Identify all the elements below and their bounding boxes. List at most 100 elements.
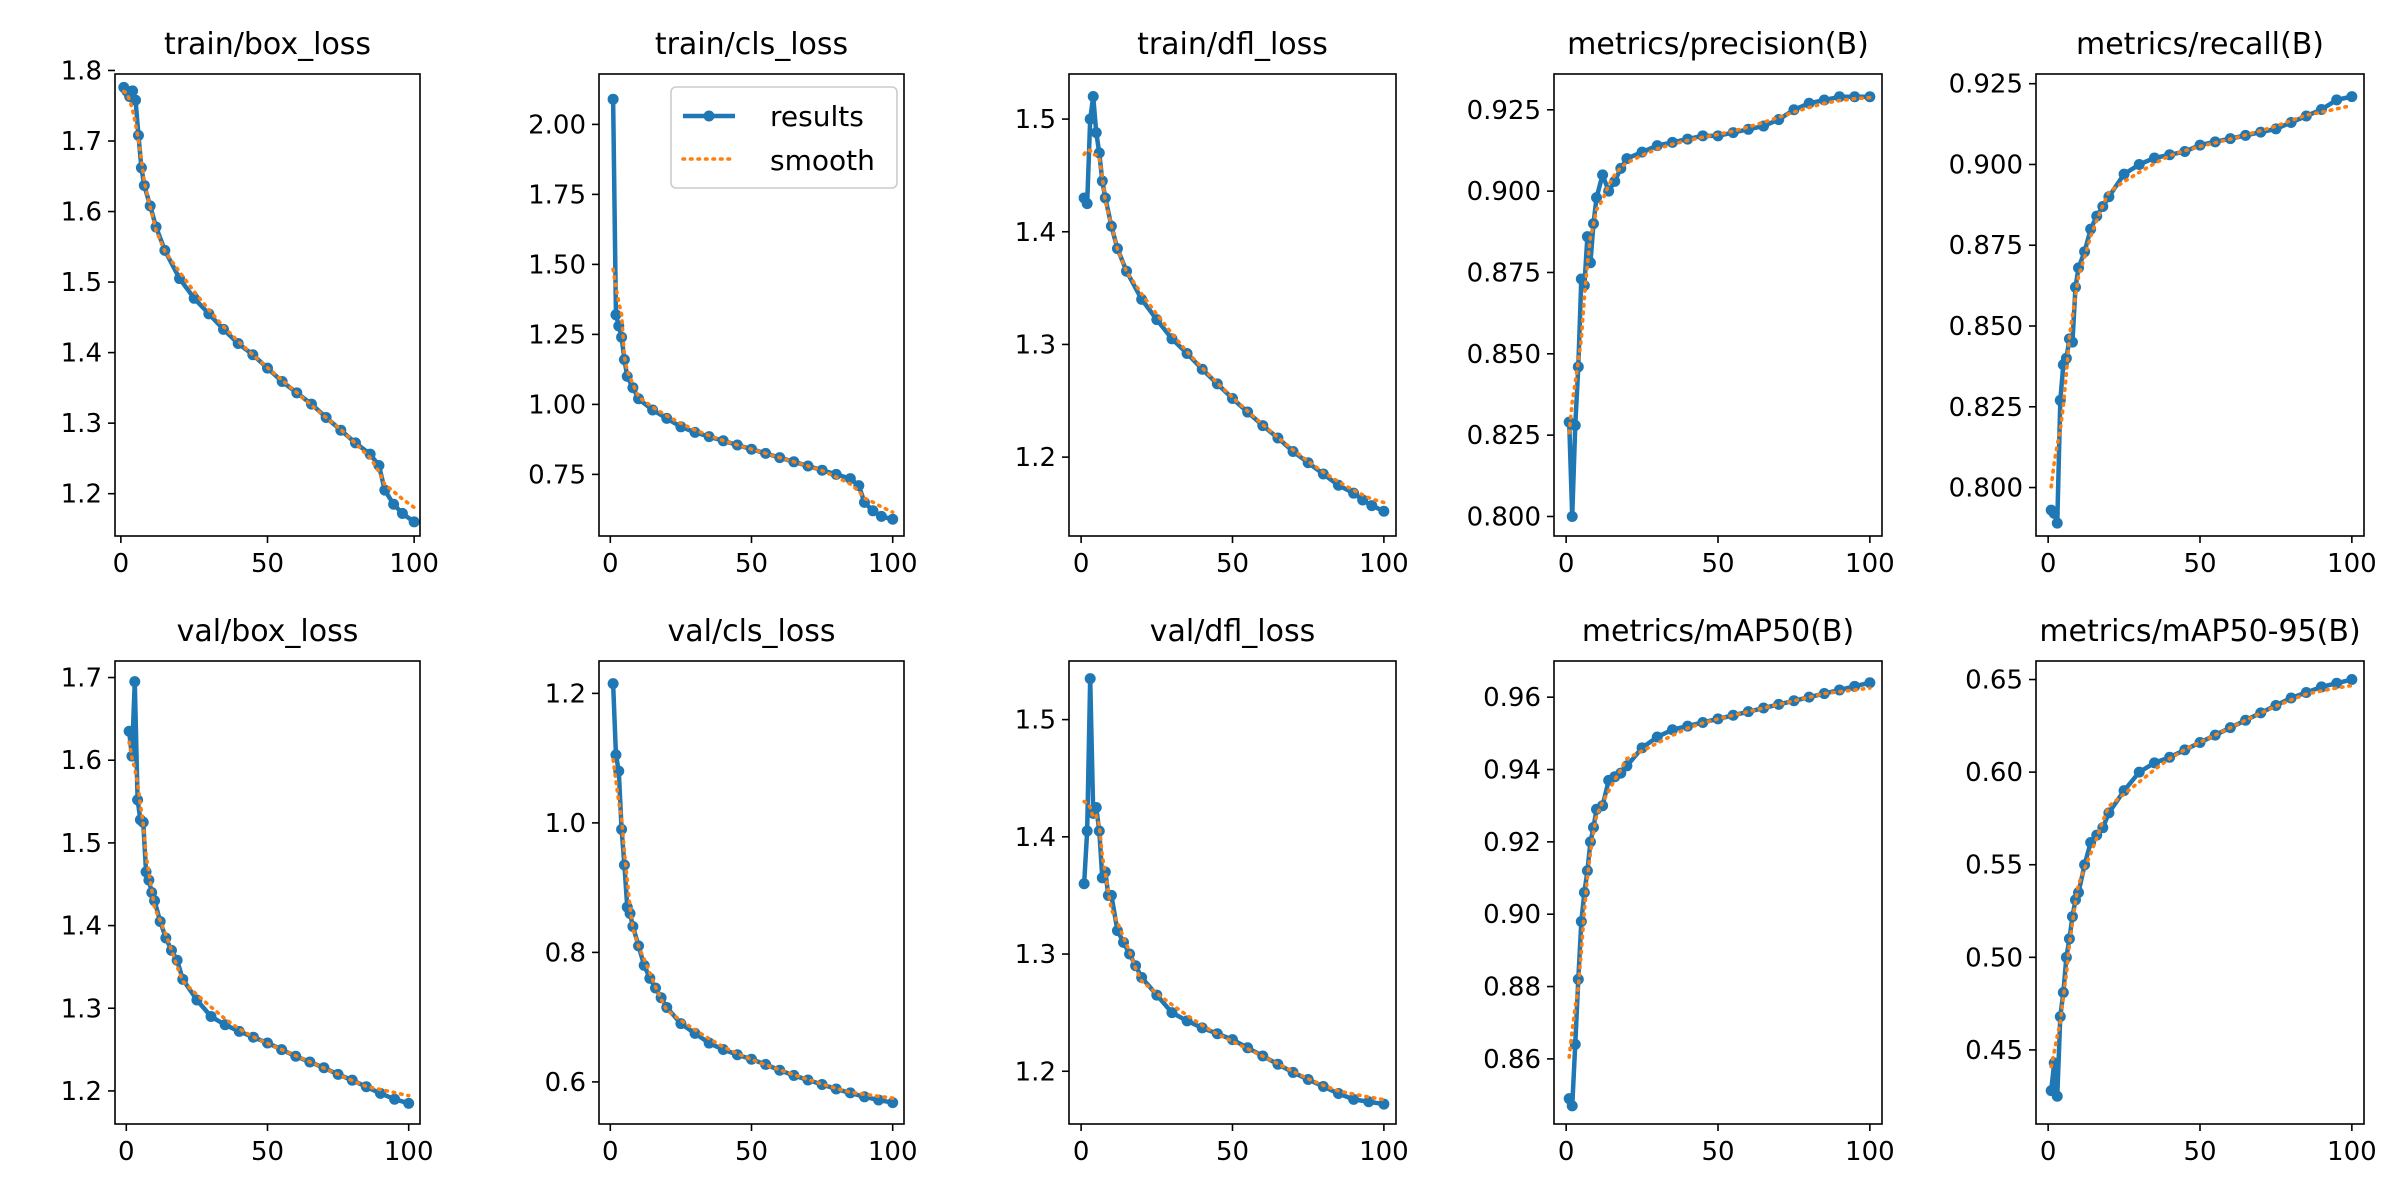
results-point — [218, 323, 230, 335]
x-tick-label: 0 — [602, 1137, 619, 1167]
x-tick-label: 50 — [1216, 1137, 1249, 1167]
results-point — [2331, 94, 2343, 106]
results-point — [610, 309, 622, 321]
results-point — [1666, 136, 1678, 148]
subplot-val-dfl-loss: val/dfl_loss 0 50 100 1.2 1.3 1.4 1.5 — [1015, 614, 1409, 1167]
y-tick-label: 0.96 — [1483, 683, 1541, 713]
results-point — [1136, 293, 1148, 305]
results-point — [2133, 158, 2145, 170]
y-tick-label: 0.92 — [1483, 828, 1541, 858]
y-tick-label: 1.5 — [61, 268, 102, 298]
x-tick-label: 50 — [735, 1137, 768, 1167]
results-point — [1682, 720, 1694, 732]
y-tick-label: 1.2 — [1015, 1057, 1056, 1087]
y-tick-label: 1.8 — [61, 56, 102, 86]
x-tick-label: 100 — [384, 1137, 434, 1167]
x-tick-label: 100 — [2327, 549, 2377, 579]
results-point — [129, 676, 141, 688]
y-tick-label: 1.2 — [61, 480, 102, 510]
results-point — [1087, 91, 1099, 103]
y-tick-label: 0.94 — [1483, 756, 1541, 786]
y-tick-label: 1.5 — [1015, 706, 1056, 736]
smooth-line — [2049, 683, 2354, 1069]
results-point — [633, 393, 645, 405]
subplot-title: train/box_loss — [164, 27, 371, 62]
plot-frame — [2035, 73, 2365, 537]
y-tick-label: 0.850 — [1467, 340, 1541, 370]
results-point — [2118, 168, 2130, 180]
results-point — [188, 292, 200, 304]
smooth-line — [1567, 95, 1872, 435]
y-tick-label: 1.6 — [61, 198, 102, 228]
results-point — [1348, 1093, 1360, 1105]
y-tick-label: 1.6 — [61, 746, 102, 776]
results-line — [610, 683, 894, 1105]
smooth-line — [121, 89, 416, 510]
results-point — [875, 510, 887, 522]
x-tick-label: 50 — [251, 1137, 284, 1167]
results-point — [607, 678, 619, 690]
legend-box — [670, 86, 898, 189]
results-point — [1084, 113, 1096, 125]
plot-frame — [2035, 660, 2365, 1125]
y-tick-label: 0.850 — [1949, 312, 2023, 342]
results-point — [127, 85, 139, 97]
plot-frame — [598, 660, 905, 1125]
results-point — [1615, 767, 1627, 779]
y-tick-label: 0.88 — [1483, 973, 1541, 1003]
y-tick-label: 1.75 — [528, 180, 586, 210]
results-line — [2049, 94, 2353, 526]
y-tick-label: 0.800 — [1467, 502, 1541, 532]
results-point — [123, 725, 135, 737]
y-tick-label: 1.3 — [61, 409, 102, 439]
results-point — [2051, 517, 2063, 529]
plot-frame — [1553, 73, 1883, 537]
results-point — [2346, 674, 2358, 686]
results-point — [675, 421, 687, 433]
y-tick-label: 1.2 — [1015, 443, 1056, 473]
results-point — [396, 507, 408, 519]
y-tick-label: 1.50 — [528, 250, 586, 280]
x-tick-label: 100 — [868, 1137, 918, 1167]
y-tick-label: 0.45 — [1965, 1036, 2023, 1066]
y-tick-label: 1.0 — [545, 809, 586, 839]
y-tick-label: 0.75 — [528, 460, 586, 490]
y-tick-label: 0.50 — [1965, 943, 2023, 973]
y-tick-label: 0.825 — [1949, 393, 2023, 423]
x-tick-label: 50 — [735, 549, 768, 579]
subplot-val-box-loss: val/box_loss 0 50 100 1.2 1.3 1.4 1.5 1.6 1.7 — [61, 614, 434, 1167]
results-point — [1078, 878, 1090, 890]
subplot-train-dfl-loss: train/dfl_loss 0 50 100 1.2 1.3 1.4 1.5 — [1015, 27, 1409, 579]
y-tick-label: 1.00 — [528, 390, 586, 420]
y-tick-label: 1.4 — [1015, 823, 1056, 853]
y-tick-label: 1.2 — [61, 1077, 102, 1107]
results-point — [1569, 419, 1581, 431]
plot-frame — [1068, 660, 1397, 1125]
results-point — [1084, 673, 1096, 685]
results-point — [844, 473, 856, 485]
x-tick-label: 50 — [1701, 1137, 1734, 1167]
legend-smooth-label: smooth — [770, 144, 875, 177]
y-tick-label: 1.2 — [545, 679, 586, 709]
results-point — [403, 1097, 415, 1109]
y-tick-label: 1.3 — [1015, 330, 1056, 360]
subplot-metrics-precision-b-: metrics/precision(B) 0 50 100 0.800 0.825 0.85… — [1467, 27, 1895, 579]
subplot-title: val/cls_loss — [668, 614, 836, 649]
results-point — [1363, 1096, 1375, 1108]
y-tick-label: 1.3 — [1015, 940, 1056, 970]
smooth-line — [127, 740, 411, 1098]
results-point — [1090, 127, 1102, 139]
results-point — [2048, 507, 2060, 519]
results-point — [388, 498, 400, 510]
x-tick-label: 0 — [113, 549, 130, 579]
plot-frame — [598, 73, 905, 537]
subplot-metrics-map50-95-b-: metrics/mAP50-95(B) 0 50 100 0.45 0.50 0.55 0.6… — [1965, 614, 2377, 1167]
results-point — [1090, 802, 1102, 814]
results-point — [1849, 91, 1861, 103]
results-point — [607, 93, 619, 105]
results-point — [2331, 677, 2343, 689]
x-tick-label: 0 — [602, 549, 619, 579]
y-tick-label: 1.25 — [528, 320, 586, 350]
subplot-val-cls-loss: val/cls_loss 0 50 100 0.6 0.8 1.0 1.2 — [545, 614, 918, 1167]
